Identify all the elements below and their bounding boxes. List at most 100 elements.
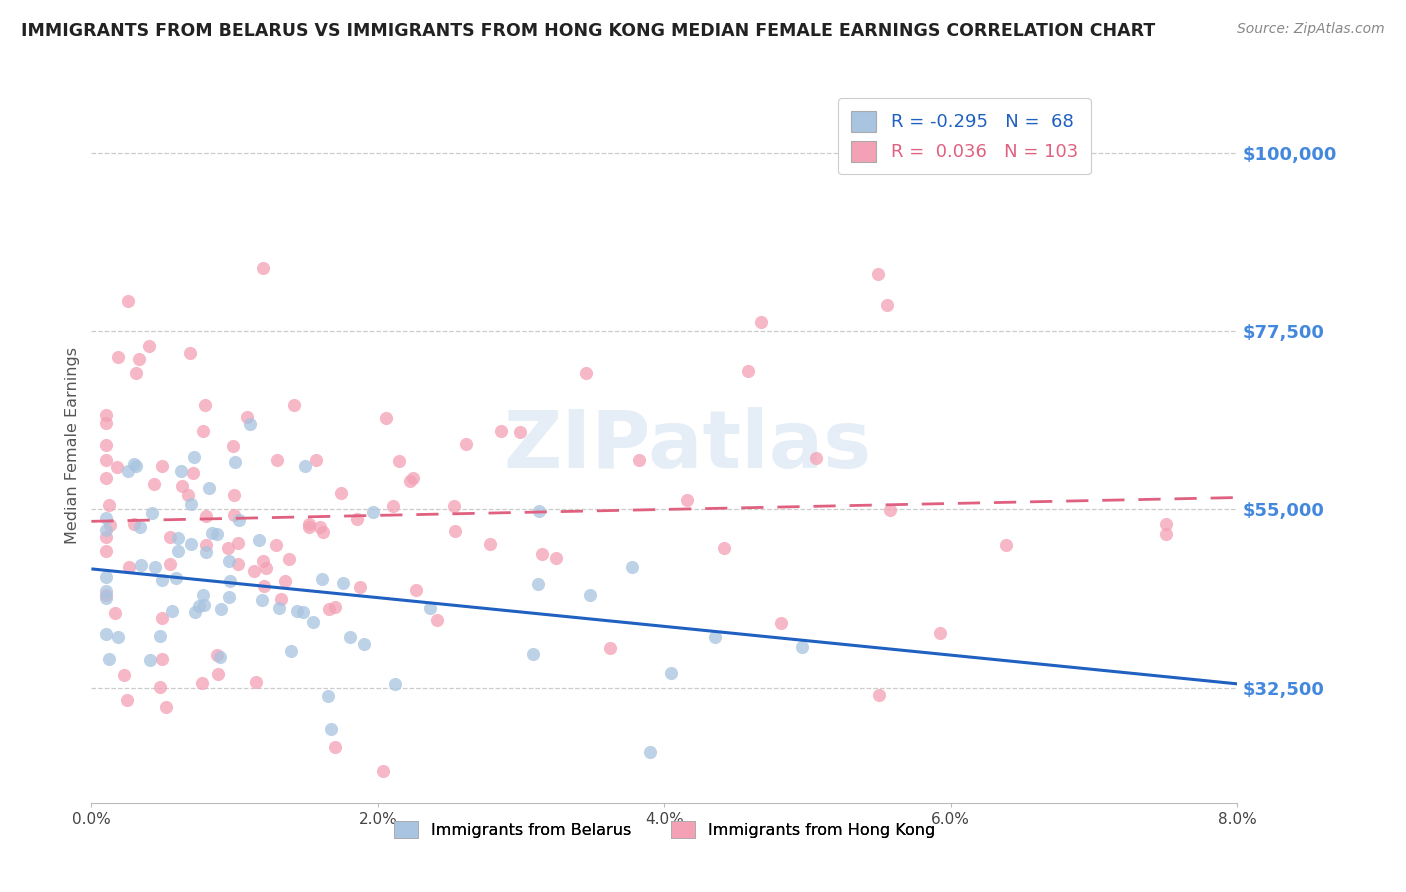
Point xyxy=(266,453,288,467)
Point xyxy=(308,520,330,534)
Point xyxy=(107,631,129,645)
Point xyxy=(166,544,188,558)
Point xyxy=(994,538,1017,552)
Point xyxy=(277,552,299,566)
Point xyxy=(159,557,181,571)
Point xyxy=(98,651,121,665)
Point xyxy=(770,616,793,631)
Point xyxy=(107,350,129,364)
Point xyxy=(254,561,277,575)
Point xyxy=(194,398,217,412)
Point xyxy=(207,667,229,681)
Point xyxy=(302,615,325,629)
Point xyxy=(124,516,146,531)
Point xyxy=(489,424,512,438)
Point xyxy=(209,602,232,616)
Text: Source: ZipAtlas.com: Source: ZipAtlas.com xyxy=(1237,22,1385,37)
Point xyxy=(104,606,127,620)
Point xyxy=(98,517,121,532)
Point xyxy=(179,346,201,360)
Point xyxy=(239,417,262,431)
Point xyxy=(115,692,138,706)
Point xyxy=(252,260,274,275)
Point xyxy=(353,637,375,651)
Point xyxy=(349,580,371,594)
Point xyxy=(94,530,117,544)
Point xyxy=(180,497,202,511)
Point xyxy=(371,764,394,778)
Point xyxy=(94,627,117,641)
Point xyxy=(94,511,117,525)
Point xyxy=(194,545,217,559)
Point xyxy=(207,648,229,662)
Point xyxy=(330,485,353,500)
Point xyxy=(149,629,172,643)
Point xyxy=(527,577,550,591)
Point xyxy=(226,535,249,549)
Point xyxy=(388,453,411,467)
Point xyxy=(198,481,221,495)
Point xyxy=(426,613,449,627)
Point xyxy=(316,689,339,703)
Point xyxy=(384,676,406,690)
Point xyxy=(150,573,173,587)
Point xyxy=(323,740,346,755)
Point xyxy=(138,653,160,667)
Point xyxy=(162,604,184,618)
Point xyxy=(94,453,117,467)
Point xyxy=(184,605,207,619)
Point xyxy=(280,643,302,657)
Point xyxy=(283,398,305,412)
Point xyxy=(737,364,759,378)
Point xyxy=(575,366,598,380)
Point xyxy=(323,600,346,615)
Point xyxy=(713,541,735,555)
Point xyxy=(236,409,259,424)
Point xyxy=(544,550,567,565)
Point xyxy=(193,424,215,438)
Point xyxy=(170,479,193,493)
Point xyxy=(193,588,215,602)
Point xyxy=(129,520,152,534)
Point xyxy=(361,505,384,519)
Point xyxy=(224,455,246,469)
Point xyxy=(180,537,202,551)
Point xyxy=(578,588,600,602)
Point xyxy=(183,450,205,464)
Text: ZIPatlas: ZIPatlas xyxy=(503,407,872,485)
Point xyxy=(318,602,340,616)
Point xyxy=(143,560,166,574)
Point xyxy=(375,410,398,425)
Point xyxy=(205,526,228,541)
Point xyxy=(522,647,544,661)
Point xyxy=(94,583,117,598)
Point xyxy=(292,605,315,619)
Point xyxy=(868,267,890,281)
Point xyxy=(444,524,467,538)
Point xyxy=(187,599,209,613)
Point xyxy=(94,438,117,452)
Point xyxy=(312,524,335,539)
Point xyxy=(879,502,901,516)
Point xyxy=(125,459,148,474)
Point xyxy=(876,298,898,312)
Point xyxy=(298,520,321,534)
Point xyxy=(167,532,190,546)
Point xyxy=(138,338,160,352)
Point xyxy=(790,640,813,655)
Point xyxy=(94,588,117,602)
Point xyxy=(129,558,152,572)
Point xyxy=(509,425,531,439)
Point xyxy=(118,560,141,574)
Point xyxy=(267,601,290,615)
Point xyxy=(150,652,173,666)
Point xyxy=(659,666,682,681)
Point xyxy=(456,437,478,451)
Point xyxy=(194,509,217,524)
Point xyxy=(245,675,267,690)
Point xyxy=(620,560,643,574)
Point xyxy=(252,554,274,568)
Point xyxy=(443,500,465,514)
Point xyxy=(222,508,245,522)
Point xyxy=(105,460,128,475)
